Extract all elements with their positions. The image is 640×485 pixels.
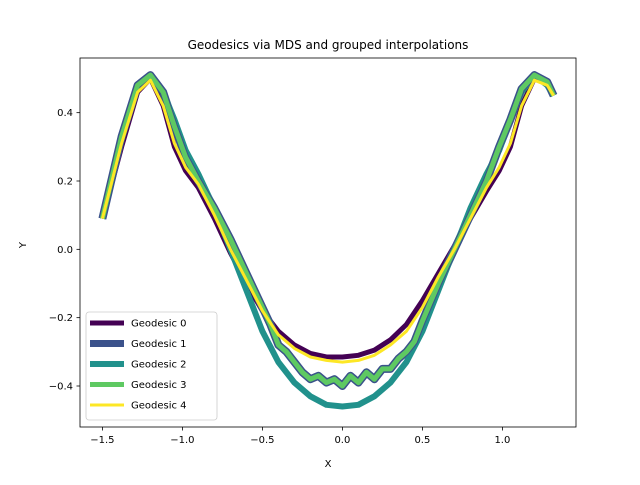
y-tick-label: −0.2 — [49, 313, 73, 324]
x-tick-label: 0.5 — [414, 435, 430, 446]
x-tick-label: −0.5 — [250, 435, 274, 446]
legend-label: Geodesic 2 — [131, 360, 187, 371]
chart-title: Geodesics via MDS and grouped interpolat… — [188, 38, 469, 52]
x-tick-label: 1.0 — [494, 435, 510, 446]
y-axis-label: Y — [18, 241, 29, 249]
y-tick-label: −0.4 — [49, 382, 73, 393]
series-line-4 — [100, 78, 555, 364]
legend: Geodesic 0 Geodesic 1 Geodesic 2 Geodesic 3… — [85, 311, 218, 421]
x-axis-label: X — [325, 459, 332, 470]
series-line-3 — [99, 72, 556, 389]
legend-label: Geodesic 3 — [131, 380, 187, 391]
legend-label: Geodesic 4 — [131, 401, 187, 412]
x-tick-label: −1.5 — [90, 435, 114, 446]
plot-frame — [79, 57, 577, 428]
y-tick-label: 0.0 — [57, 245, 73, 256]
x-tick-label: −1.0 — [170, 435, 194, 446]
x-tick-label: 0.0 — [334, 435, 350, 446]
legend-label: Geodesic 0 — [131, 319, 187, 330]
y-tick-label: 0.2 — [57, 177, 73, 188]
y-tick-label: 0.4 — [57, 108, 73, 119]
legend-label: Geodesic 1 — [131, 339, 187, 350]
legend-frame — [85, 311, 218, 421]
